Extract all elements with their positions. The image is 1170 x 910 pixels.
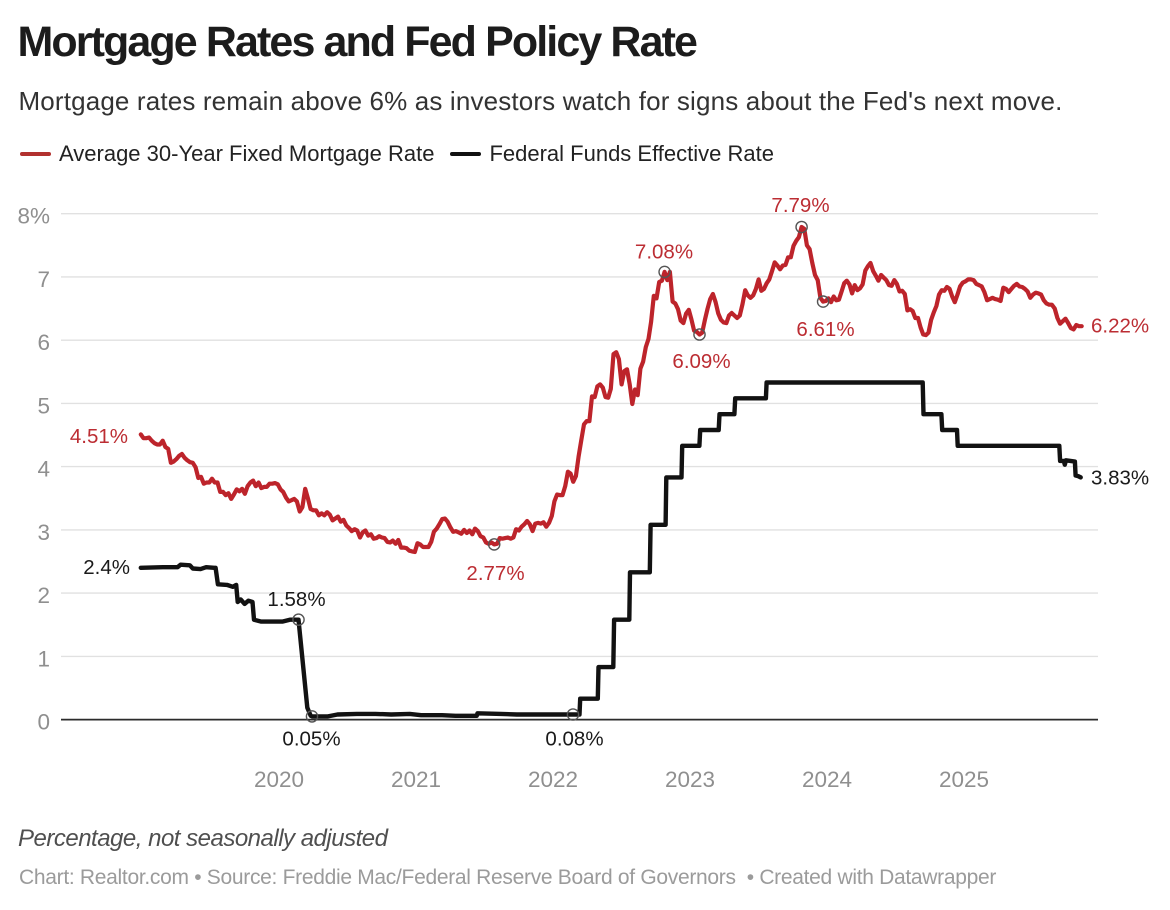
svg-text:2.4%: 2.4%	[83, 556, 130, 579]
svg-text:2: 2	[37, 583, 50, 608]
svg-text:1: 1	[37, 646, 50, 671]
svg-text:6.61%: 6.61%	[796, 318, 854, 341]
svg-text:1.58%: 1.58%	[267, 588, 325, 611]
svg-text:2020: 2020	[254, 767, 304, 792]
svg-text:2021: 2021	[391, 767, 441, 792]
svg-text:8%: 8%	[17, 204, 50, 229]
svg-text:7.08%: 7.08%	[635, 241, 693, 264]
svg-text:0.05%: 0.05%	[282, 728, 340, 751]
svg-text:0.08%: 0.08%	[545, 728, 603, 751]
svg-text:3: 3	[37, 520, 50, 545]
svg-text:7: 7	[37, 267, 50, 292]
svg-text:3.83%: 3.83%	[1091, 467, 1149, 490]
svg-text:2023: 2023	[665, 767, 715, 792]
svg-text:6.09%: 6.09%	[672, 350, 730, 373]
svg-text:0: 0	[37, 710, 50, 735]
svg-text:4.51%: 4.51%	[70, 425, 128, 448]
svg-text:6.22%: 6.22%	[1091, 315, 1149, 338]
svg-text:4: 4	[37, 457, 50, 482]
svg-text:2025: 2025	[939, 767, 989, 792]
svg-text:2024: 2024	[802, 767, 852, 792]
svg-text:6: 6	[37, 330, 50, 355]
svg-text:2.77%: 2.77%	[466, 562, 524, 585]
svg-text:2022: 2022	[528, 767, 578, 792]
svg-text:5: 5	[37, 393, 50, 418]
svg-text:7.79%: 7.79%	[771, 194, 829, 217]
